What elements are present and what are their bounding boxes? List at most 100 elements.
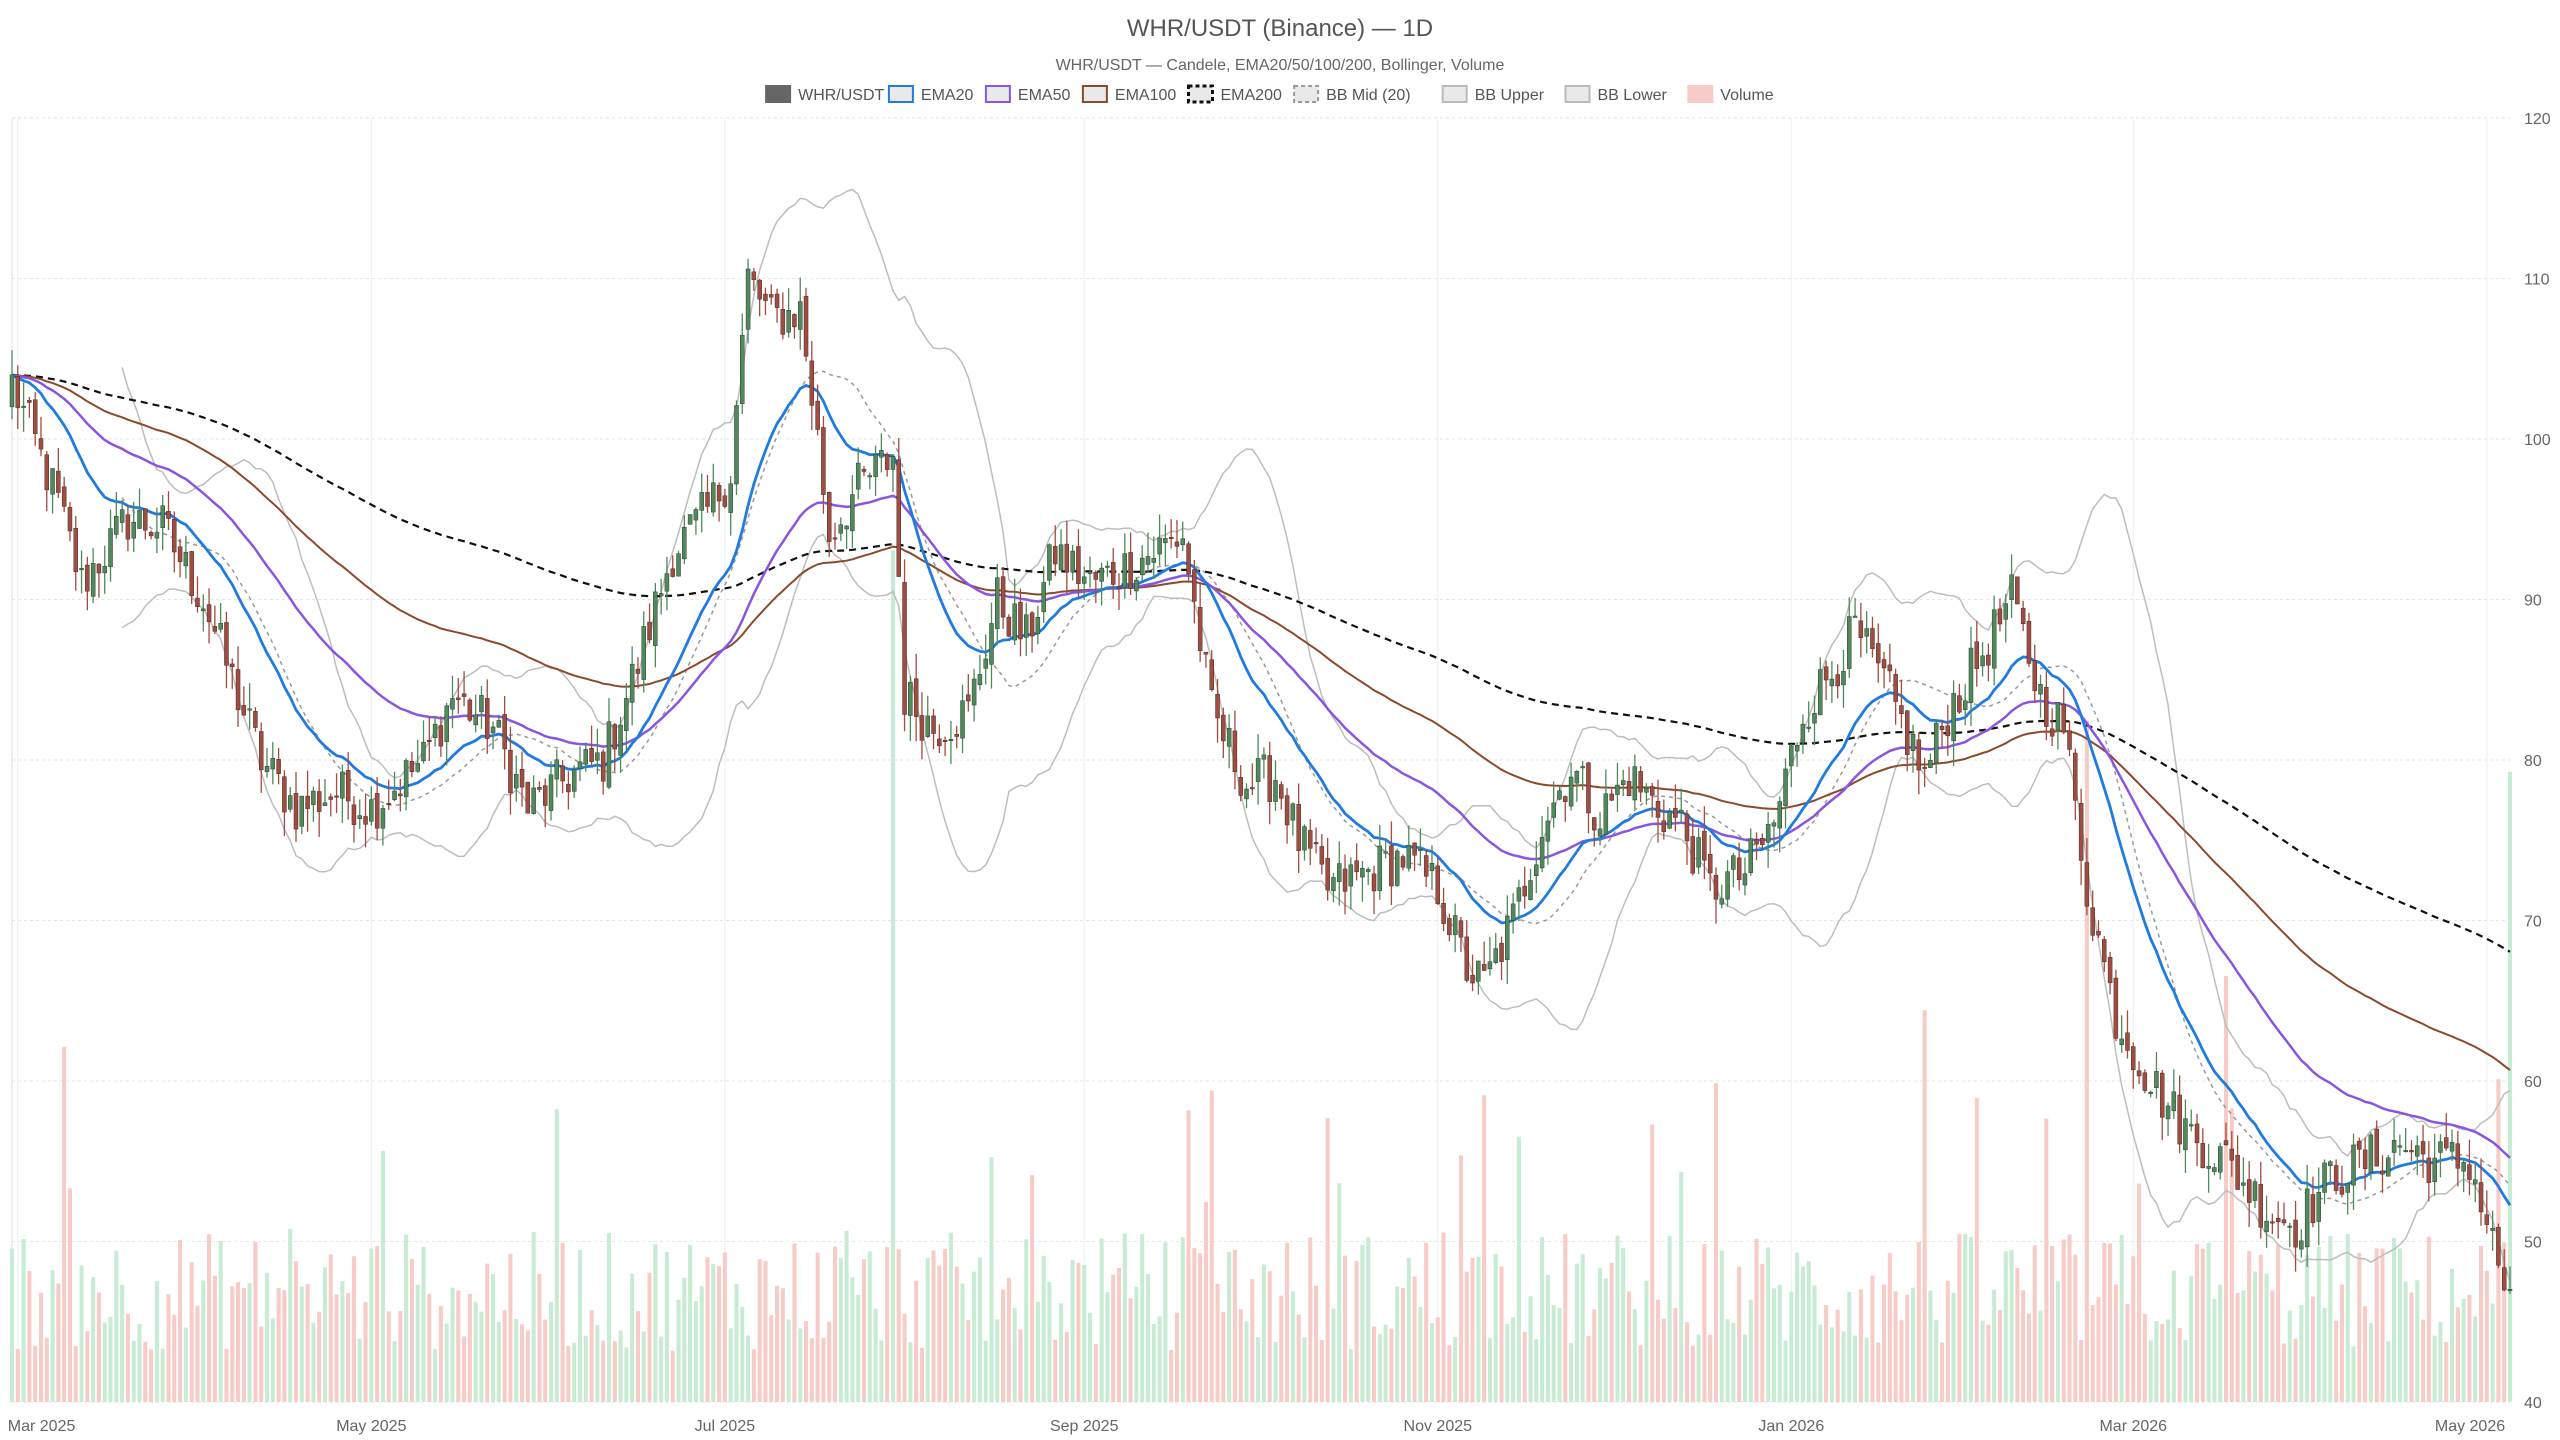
volume-bar bbox=[1911, 1287, 1916, 1402]
volume-bar bbox=[1951, 1292, 1956, 1402]
ema-lines bbox=[11, 373, 2512, 1206]
candle-body bbox=[1893, 674, 1898, 702]
candle-body bbox=[1783, 768, 1788, 806]
candle-body bbox=[276, 759, 281, 774]
volume-bar bbox=[2061, 1239, 2066, 1402]
volume-bar bbox=[1116, 1267, 1122, 1402]
candle-body bbox=[50, 468, 55, 495]
candle-body bbox=[1134, 579, 1139, 592]
x-tick-label: Jul 2025 bbox=[695, 1418, 756, 1435]
volume-bar bbox=[1006, 1277, 1011, 1402]
volume-bar bbox=[137, 1324, 142, 1402]
volume-bar bbox=[1360, 1244, 1365, 1402]
candle-body bbox=[1649, 786, 1655, 796]
candle-body bbox=[774, 293, 780, 308]
volume-bar bbox=[844, 1230, 849, 1402]
volume-bar bbox=[601, 1340, 606, 1402]
volume-bar bbox=[1302, 1337, 1307, 1402]
volume-bar bbox=[2450, 1268, 2455, 1402]
volume-bar bbox=[2345, 1234, 2350, 1402]
candle-body bbox=[2374, 1128, 2379, 1167]
candle-body bbox=[177, 546, 183, 563]
candle-body bbox=[983, 658, 988, 669]
candle-body bbox=[1064, 543, 1070, 573]
volume-bar bbox=[804, 1320, 809, 1402]
volume-bar bbox=[1673, 1307, 1678, 1402]
candle-body bbox=[450, 698, 455, 710]
candle-body bbox=[2131, 1046, 2136, 1071]
volume-bar bbox=[183, 1327, 188, 1402]
volume-bar bbox=[125, 1314, 130, 1402]
volume-bar bbox=[1395, 1286, 1400, 1402]
candle-body bbox=[948, 739, 954, 742]
volume-bar bbox=[1858, 1289, 1863, 1402]
volume-bar bbox=[1134, 1286, 1139, 1402]
volume-bar bbox=[1030, 1175, 1035, 1402]
candle-body bbox=[705, 492, 710, 507]
candle-body bbox=[954, 734, 959, 737]
volume-bar bbox=[1644, 1280, 1649, 1402]
volume-bar bbox=[1169, 1349, 1174, 1402]
volume-bar bbox=[241, 1288, 246, 1402]
volume-bar bbox=[73, 1346, 78, 1402]
candle-body bbox=[2189, 1124, 2194, 1127]
volume-bar bbox=[821, 1337, 826, 1402]
candle-body bbox=[1592, 817, 1597, 831]
candle-body bbox=[995, 577, 1000, 629]
candle-body bbox=[624, 698, 629, 731]
candle-body bbox=[687, 514, 693, 525]
candle-body bbox=[131, 521, 136, 539]
candle-body bbox=[1238, 777, 1243, 796]
candle-body bbox=[1163, 538, 1168, 544]
candle-body bbox=[832, 537, 838, 540]
candle-body bbox=[629, 663, 635, 703]
volume-bar bbox=[1528, 1296, 1533, 1402]
candle-body bbox=[1168, 537, 1174, 539]
volume-bar bbox=[1655, 1299, 1661, 1402]
candle-body bbox=[485, 698, 490, 739]
candle-body bbox=[2432, 1157, 2437, 1183]
volume-bar bbox=[1696, 1334, 1701, 1402]
candle-body bbox=[183, 551, 189, 567]
candle-body bbox=[9, 374, 15, 408]
volume-bar bbox=[1725, 1319, 1730, 1402]
candle-body bbox=[1047, 544, 1052, 581]
candle-body bbox=[1986, 654, 1991, 666]
y-axis: 40 50 60 70 80 90 100 110 120 bbox=[2524, 111, 2551, 1412]
volume-bar bbox=[1482, 1095, 1487, 1402]
candle-body bbox=[299, 795, 305, 827]
candle-body bbox=[1719, 898, 1724, 905]
volume-bar bbox=[746, 1335, 751, 1402]
volume-bar bbox=[867, 1251, 872, 1402]
volume-bar bbox=[108, 1316, 113, 1402]
volume-bar bbox=[2247, 1250, 2252, 1402]
volume-bar bbox=[2206, 1242, 2211, 1402]
volume-bar bbox=[450, 1287, 455, 1402]
candle-body bbox=[815, 400, 820, 430]
candle-body bbox=[432, 723, 438, 738]
candle-body bbox=[1945, 725, 1951, 737]
candle-body bbox=[56, 470, 61, 493]
legend-label: EMA200 bbox=[1221, 87, 1282, 104]
volume-bar bbox=[2415, 1280, 2420, 1402]
candle-body bbox=[2270, 1221, 2275, 1224]
volume-bar bbox=[1371, 1326, 1377, 1402]
volume-bar bbox=[1157, 1316, 1162, 1402]
candle-body bbox=[1070, 550, 1075, 573]
volume-bar bbox=[792, 1243, 797, 1402]
candle-body bbox=[2084, 862, 2090, 907]
ema50-line bbox=[11, 373, 2511, 1159]
volume-bar bbox=[50, 1270, 55, 1402]
volume-bar bbox=[1122, 1233, 1127, 1402]
volume-bar bbox=[114, 1250, 119, 1402]
volume-bar bbox=[1250, 1279, 1255, 1402]
candle-body bbox=[2183, 1118, 2188, 1151]
volume-bar bbox=[1337, 1183, 1342, 1402]
volume-bar bbox=[1945, 1280, 1950, 1402]
candle-body bbox=[1279, 784, 1284, 799]
candle-body bbox=[2275, 1217, 2281, 1223]
volume-bar bbox=[1754, 1238, 1759, 1402]
candle-body bbox=[2217, 1146, 2223, 1173]
volume-bar bbox=[1551, 1305, 1556, 1402]
volume-bar bbox=[2357, 1252, 2362, 1402]
